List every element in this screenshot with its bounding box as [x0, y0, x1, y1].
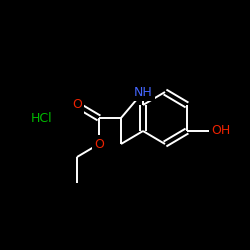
- Text: O: O: [72, 98, 82, 112]
- Text: OH: OH: [211, 124, 230, 138]
- Text: NH: NH: [134, 86, 152, 98]
- Text: O: O: [94, 138, 104, 150]
- Text: HCl: HCl: [31, 112, 53, 124]
